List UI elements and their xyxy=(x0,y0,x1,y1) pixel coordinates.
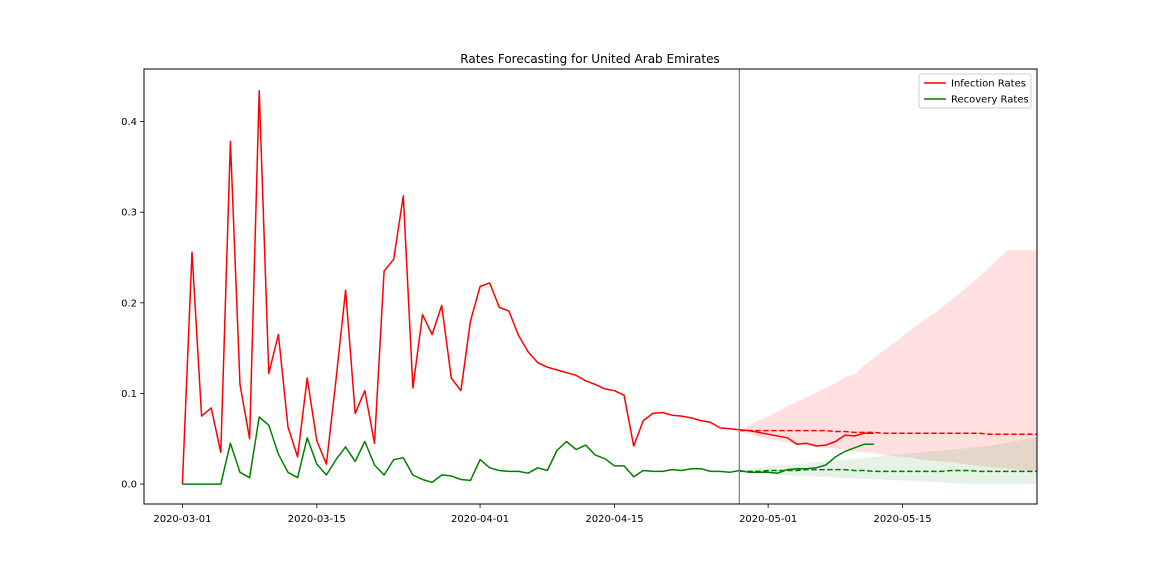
chart-title: Rates Forecasting for United Arab Emirat… xyxy=(460,52,719,66)
legend-label-1: Recovery Rates xyxy=(951,95,1029,106)
x-tick-label: 2020-05-01 xyxy=(739,514,797,525)
x-tick-label: 2020-03-01 xyxy=(153,514,211,525)
y-tick-label: 0.4 xyxy=(121,117,137,128)
series-line-1 xyxy=(182,416,874,485)
y-tick-label: 0.3 xyxy=(121,208,137,219)
y-axis: 0.0 0.1 0.2 0.3 0.4 xyxy=(121,117,144,491)
y-tick-label: 0.1 xyxy=(121,389,137,400)
x-axis: 2020-03-01 2020-03-15 2020-04-01 2020-04-15… xyxy=(153,504,932,525)
confidence-band-0 xyxy=(739,250,1037,472)
confidence-bands xyxy=(739,250,1037,485)
x-tick-label: 2020-04-15 xyxy=(585,514,643,525)
forecast-line-1 xyxy=(739,468,1037,473)
legend: Infection Rates Recovery Rates xyxy=(918,73,1032,109)
x-tick-label: 2020-05-15 xyxy=(874,514,932,525)
plot-area-frame xyxy=(143,68,1038,505)
series-line-0 xyxy=(181,90,874,485)
legend-label-0: Infection Rates xyxy=(951,79,1026,90)
y-tick-label: 0.0 xyxy=(121,480,137,491)
series-lines xyxy=(181,90,1037,485)
confidence-band-1 xyxy=(739,436,1037,485)
forecast-line-0 xyxy=(739,429,1037,435)
x-tick-label: 2020-03-15 xyxy=(288,514,346,525)
legend-box xyxy=(918,73,1032,109)
y-tick-label: 0.2 xyxy=(121,298,137,309)
x-tick-label: 2020-04-01 xyxy=(451,514,509,525)
